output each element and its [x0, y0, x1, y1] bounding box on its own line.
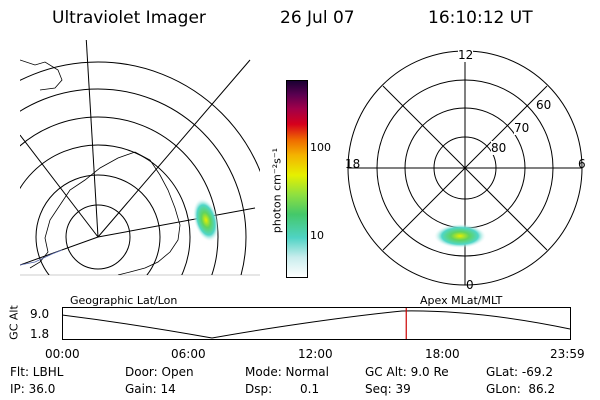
- mlt-label-12: 12: [458, 48, 474, 62]
- mlt-label-6: 6: [578, 157, 586, 171]
- mlat-label-80: 80: [491, 141, 507, 155]
- lat-circle: [35, 174, 161, 275]
- altitude-curve: [62, 310, 571, 339]
- auroral-emission: [193, 198, 219, 242]
- mlat-label-60: 60: [536, 98, 552, 112]
- timeline-xtick: 12:00: [298, 347, 333, 361]
- lat-circle: [20, 61, 260, 173]
- altitude-timeline: [62, 307, 571, 340]
- glat-status: GLat: -69.2: [486, 365, 553, 379]
- lat-circle: [65, 204, 131, 270]
- colorbar-tick-100: 100: [310, 141, 331, 154]
- filter-status: Flt: LBHL: [10, 365, 64, 379]
- left-map-caption: Geographic Lat/Lon: [70, 294, 178, 307]
- instrument-title: Ultraviolet Imager: [52, 8, 206, 28]
- timeline-xtick: 18:00: [425, 347, 460, 361]
- geographic-map: [20, 40, 260, 276]
- mode-status: Mode: Normal: [245, 365, 329, 379]
- dsp-label: Dsp:: [245, 382, 273, 396]
- colorbar-tick-10: 10: [310, 229, 324, 242]
- timeline-ytick-bottom: 1.8: [30, 327, 50, 341]
- image-date: 26 Jul 07: [280, 8, 355, 28]
- auroral-emission: [434, 224, 486, 248]
- colorbar: [286, 80, 308, 278]
- gc-alt-status: GC Alt: 9.0 Re: [365, 365, 449, 379]
- mlt-label-18: 18: [345, 157, 361, 171]
- ip-status: IP: 36.0: [10, 382, 56, 396]
- right-map-caption: Apex MLat/MLT: [420, 294, 503, 307]
- timeline-xtick: 06:00: [171, 347, 206, 361]
- timeline-xtick: 00:00: [45, 347, 80, 361]
- mlat-label-70: 70: [514, 121, 530, 135]
- seq-status: Seq: 39: [365, 382, 411, 396]
- lat-circle: [20, 88, 247, 275]
- lat-circle: [20, 144, 191, 275]
- mlt-label-0: 0: [466, 278, 474, 292]
- door-status: Door: Open: [125, 365, 194, 379]
- timeline-ytick-top: 9.0: [30, 307, 50, 321]
- lat-circle: [20, 116, 219, 275]
- colorbar-unit-label: photon cm⁻²s⁻¹: [270, 147, 284, 234]
- dsp-value: 0.1: [300, 382, 320, 396]
- gain-status: Gain: 14: [125, 382, 176, 396]
- coastline: [59, 151, 181, 275]
- timeline-ylabel: GC Alt: [7, 305, 21, 340]
- magnetic-polar-map: [347, 50, 583, 286]
- timeline-xtick: 23:59: [550, 347, 585, 361]
- glon-status: GLon: 86.2: [486, 382, 556, 396]
- image-time: 16:10:12 UT: [428, 8, 533, 28]
